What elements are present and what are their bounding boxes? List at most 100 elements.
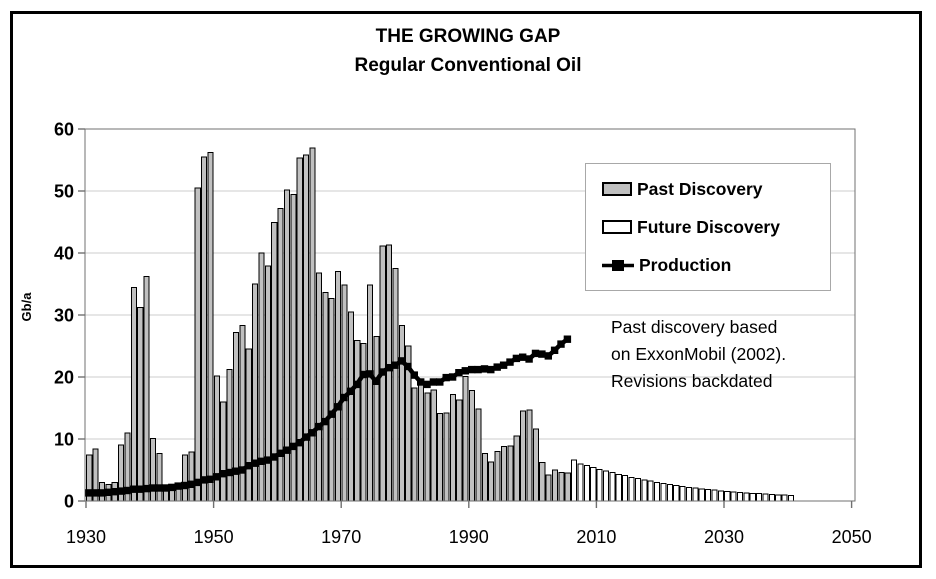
past-discovery-bar [532,428,539,502]
production-marker [404,362,412,371]
production-marker [104,488,112,496]
future-discovery-bar [737,491,744,502]
production-marker [168,483,176,492]
production-marker [480,365,489,373]
past-discovery-bar [232,331,239,502]
production-marker [161,484,170,492]
future-discovery-bar [590,467,597,502]
production-marker [212,473,221,481]
past-discovery-bar [424,392,431,502]
production-marker-icon [602,259,634,271]
past-discovery-bar [449,393,456,502]
production-marker [397,357,406,365]
production-marker [321,417,329,426]
past-discovery-bar [398,325,405,502]
past-discovery-bar [328,297,335,502]
production-marker [474,365,482,374]
production-marker [334,403,342,411]
future-discovery-bar [603,470,610,502]
production-marker [385,364,393,372]
past-discovery-bar [430,389,437,502]
production-marker [442,373,450,382]
past-discovery-bar [354,339,361,502]
past-discovery-bar [456,399,463,502]
past-discovery-bar [252,283,259,502]
production-marker [180,481,189,490]
production-marker [417,378,425,386]
future-discovery-bar [743,492,750,502]
past-discovery-bar [551,469,559,502]
past-discovery-bar [469,390,476,502]
past-discovery-bar [309,147,316,502]
past-discovery-bar [322,292,329,502]
past-discovery-bar [201,156,208,502]
past-discovery-bar [513,435,520,502]
legend-label-future: Future Discovery [637,216,780,237]
production-marker [219,470,227,478]
x-tick-label: 2050 [832,527,872,547]
y-tick-label: 50 [54,182,74,202]
future-discovery-bar [698,488,705,502]
future-discovery-bar [711,489,718,502]
future-discovery-bar [622,475,629,502]
production-marker [525,355,533,363]
production-marker [423,380,431,389]
legend-item-future-discovery: Future Discovery [602,217,824,238]
future-discovery-bar [577,463,584,502]
past-discovery-bar [290,194,297,502]
y-tick-label: 20 [54,368,74,388]
production-marker [91,489,99,497]
chart-title-line1: THE GROWING GAP [375,26,561,47]
past-discovery-bar [181,454,188,502]
past-discovery-bar [392,268,399,502]
production-marker [468,365,476,374]
past-discovery-bar [335,271,342,502]
y-tick-label: 60 [54,120,74,140]
production-marker [563,335,572,343]
future-discovery-bar [775,494,782,502]
production-marker [302,433,310,441]
production-marker [487,365,495,374]
future-discovery-bar [596,468,603,502]
future-discovery-bar [654,481,661,502]
production-marker [117,487,125,495]
production-marker [289,442,297,451]
past-discovery-bar [277,207,284,502]
past-discovery-bar [296,157,303,502]
future-discovery-bar [641,479,648,502]
future-discovery-bar [628,476,635,502]
production-marker [206,475,214,483]
production-marker [155,484,163,492]
past-discovery-bar [220,401,227,502]
past-discovery-bar [564,472,571,502]
future-discovery-bar [679,485,686,502]
past-discovery-bar [526,409,533,502]
y-tick-label: 10 [54,430,74,450]
past-discovery-bar [443,412,450,502]
production-marker [85,489,93,497]
y-tick-label: 30 [54,306,74,326]
past-discovery-bar [539,462,546,502]
past-discovery-bar [437,413,444,502]
legend: Past Discovery Future Discovery Producti… [585,163,831,291]
production-marker [283,446,291,454]
future-discovery-bar [768,494,776,502]
future-discovery-bar [781,494,788,502]
production-marker [365,370,374,378]
chart-title: THE GROWING GAP Regular Conventional Oil [0,22,936,80]
past-discovery-bar [373,336,380,502]
production-marker [149,484,157,492]
production-marker [429,378,438,386]
production-marker [544,352,552,360]
production-marker [295,439,304,447]
past-discovery-bar [475,408,482,502]
future-discovery-bar [685,486,693,502]
future-discovery-bar [749,492,756,502]
source-annotation: Past discovery based on ExxonMobil (2002… [611,314,847,395]
past-discovery-bar [213,375,220,502]
production-marker [538,350,546,358]
past-discovery-bar [545,474,552,502]
past-discovery-swatch-icon [602,182,632,196]
past-discovery-bar [303,154,310,502]
past-discovery-bar [488,461,495,502]
